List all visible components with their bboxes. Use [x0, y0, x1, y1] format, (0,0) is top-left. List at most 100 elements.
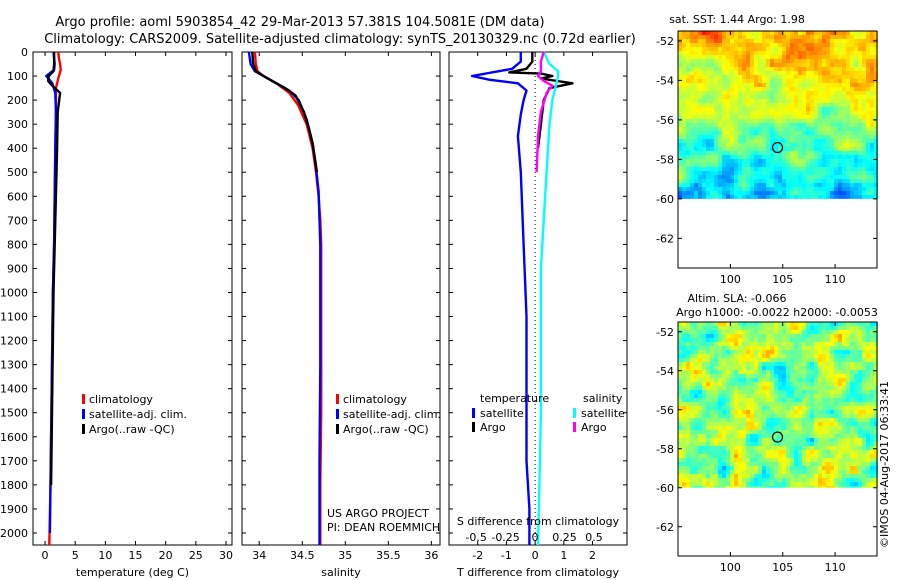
map-cell	[842, 67, 846, 71]
map-cell	[818, 450, 822, 454]
map-cell	[814, 394, 818, 398]
map-cell	[730, 342, 734, 346]
map-cell	[730, 187, 734, 191]
map-cell	[858, 390, 862, 394]
map-cell	[762, 378, 766, 382]
map-cell	[742, 139, 746, 143]
map-cell	[834, 143, 838, 147]
map-cell	[834, 155, 838, 159]
map-cell	[854, 151, 858, 155]
map-cell	[798, 187, 802, 191]
map-cell	[854, 342, 858, 346]
map-cell	[690, 55, 694, 59]
map-cell	[754, 47, 758, 51]
map-cell	[822, 434, 826, 438]
map-cell	[734, 131, 738, 135]
map-cell	[814, 59, 818, 63]
map-cell	[706, 183, 710, 187]
map-cell	[706, 131, 710, 135]
map-cell	[830, 111, 834, 115]
map-cell	[830, 374, 834, 378]
map-cell	[702, 426, 706, 430]
map-cell	[874, 482, 878, 486]
map-cell	[718, 51, 722, 55]
map-cell	[678, 63, 682, 67]
map-cell	[862, 99, 866, 103]
map-cell	[758, 47, 762, 51]
map-cell	[822, 139, 826, 143]
map-cell	[726, 450, 730, 454]
map-cell	[710, 95, 714, 99]
map-cell	[746, 47, 750, 51]
map-cell	[734, 326, 738, 330]
map-cell	[786, 107, 790, 111]
map-cell	[834, 123, 838, 127]
map-cell	[726, 334, 730, 338]
map-cell	[698, 159, 702, 163]
map-cell	[754, 346, 758, 350]
map-cell	[874, 470, 878, 474]
map-cell	[702, 382, 706, 386]
map-cell	[818, 466, 822, 470]
map-cell	[870, 418, 874, 422]
map-cell	[814, 35, 818, 39]
map-cell	[738, 394, 742, 398]
map-cell	[738, 179, 742, 183]
map-cell	[758, 147, 762, 151]
map-cell	[774, 338, 778, 342]
map-cell	[690, 119, 694, 123]
map-cell	[782, 486, 786, 488]
map-cell	[810, 95, 814, 99]
map-cell	[794, 478, 798, 482]
map-cell	[790, 414, 794, 418]
map-cell	[862, 410, 866, 414]
map-cell	[838, 478, 842, 482]
map-cell	[758, 119, 762, 123]
map-cell	[858, 322, 862, 326]
map-cell	[762, 63, 766, 67]
map-cell	[826, 99, 830, 103]
map-cell	[734, 171, 738, 175]
map-cell	[686, 67, 690, 71]
map-cell	[734, 147, 738, 151]
map-cell	[870, 442, 874, 446]
map-cell	[750, 151, 754, 155]
map-cell	[758, 474, 762, 478]
map-cell	[838, 322, 842, 326]
map-cell	[810, 346, 814, 350]
map-cell	[686, 342, 690, 346]
map-cell	[846, 386, 850, 390]
map-cell	[714, 131, 718, 135]
map-cell	[742, 478, 746, 482]
map-cell	[746, 418, 750, 422]
map-cell	[858, 51, 862, 55]
map-cell	[722, 99, 726, 103]
map-cell	[734, 486, 738, 488]
map-cell	[718, 119, 722, 123]
map-cell	[714, 350, 718, 354]
map-cell	[758, 159, 762, 163]
map-cell	[686, 326, 690, 330]
map-cell	[758, 438, 762, 442]
map-cell	[738, 107, 742, 111]
map-cell	[810, 466, 814, 470]
map-cell	[742, 147, 746, 151]
map-cell	[834, 95, 838, 99]
map-cell	[838, 195, 842, 199]
map-cell	[770, 386, 774, 390]
map-cell	[798, 414, 802, 418]
map-cell	[702, 338, 706, 342]
map-cell	[778, 119, 782, 123]
map-cell	[806, 358, 810, 362]
map-cell	[770, 414, 774, 418]
map-cell	[802, 115, 806, 119]
map-cell	[722, 322, 726, 326]
map-cell	[818, 87, 822, 91]
legend-swatch	[573, 422, 576, 432]
map-cell	[694, 63, 698, 67]
map-cell	[746, 398, 750, 402]
map-cell	[798, 71, 802, 75]
map-cell	[854, 366, 858, 370]
map-cell	[690, 378, 694, 382]
map-cell	[802, 107, 806, 111]
